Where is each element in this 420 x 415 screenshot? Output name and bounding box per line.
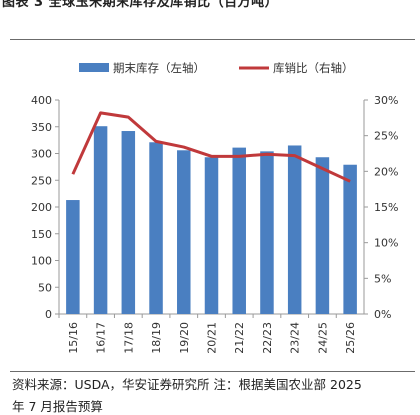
- left-axis-tick-label: 250: [31, 174, 52, 187]
- x-axis-tick-label: 18/19: [150, 322, 163, 354]
- left-axis-tick-label: 400: [31, 94, 52, 107]
- x-axis-tick-label: 15/16: [67, 322, 80, 354]
- bar: [232, 148, 246, 314]
- left-axis-tick-label: 150: [31, 228, 52, 241]
- left-axis-tick-label: 350: [31, 121, 52, 134]
- x-axis-tick-label: 24/25: [316, 322, 329, 354]
- left-axis-tick-label: 0: [45, 308, 52, 321]
- legend-swatch-inventory: [79, 63, 109, 72]
- left-axis-tick-label: 300: [31, 148, 52, 161]
- left-axis-tick-label: 50: [38, 281, 52, 294]
- bar: [316, 157, 330, 314]
- right-axis-tick-label: 0%: [374, 308, 391, 321]
- bar: [343, 165, 357, 314]
- source-note-continued: 年 7 月报告预算: [12, 396, 103, 415]
- chart-area: 0 50 100 150 200 250 300 350 400 0% 5% 10% 15% 20% 25%…: [0, 0, 420, 402]
- x-axis-tick-label: 17/18: [122, 322, 135, 354]
- bar: [149, 142, 163, 314]
- x-axis-tick-label: 19/20: [178, 322, 191, 354]
- x-axis-tick-label: 25/26: [344, 322, 357, 354]
- x-axis-tick-label: 23/24: [289, 322, 302, 354]
- right-axis-tick-label: 25%: [374, 130, 398, 143]
- bar: [260, 151, 274, 314]
- right-axis-tick-label: 5%: [374, 272, 391, 285]
- legend-label-ratio: 库销比（右轴）: [273, 61, 354, 75]
- right-axis-tick-label: 30%: [374, 94, 398, 107]
- bar: [94, 126, 108, 314]
- source-note: 资料来源：USDA，华安证券研究所 注：根据美国农业部 2025: [12, 374, 362, 393]
- x-axis-tick-label: 22/23: [261, 322, 274, 354]
- right-axis-tick-label: 15%: [374, 201, 398, 214]
- x-axis-tick-label: 16/17: [95, 322, 108, 354]
- right-axis-tick-label: 20%: [374, 165, 398, 178]
- x-axis-tick-label: 20/21: [206, 322, 219, 354]
- bottom-divider: [10, 371, 415, 372]
- bar: [122, 131, 135, 314]
- x-axis-tick-label: 21/22: [233, 322, 246, 354]
- bar: [288, 145, 302, 314]
- bar: [205, 157, 219, 314]
- bar: [177, 150, 191, 314]
- left-axis-tick-label: 100: [31, 255, 52, 268]
- bar: [66, 200, 80, 314]
- legend-label-inventory: 期末库存（左轴）: [113, 61, 205, 75]
- left-axis-tick-label: 200: [31, 201, 52, 214]
- right-axis-tick-label: 10%: [374, 237, 398, 250]
